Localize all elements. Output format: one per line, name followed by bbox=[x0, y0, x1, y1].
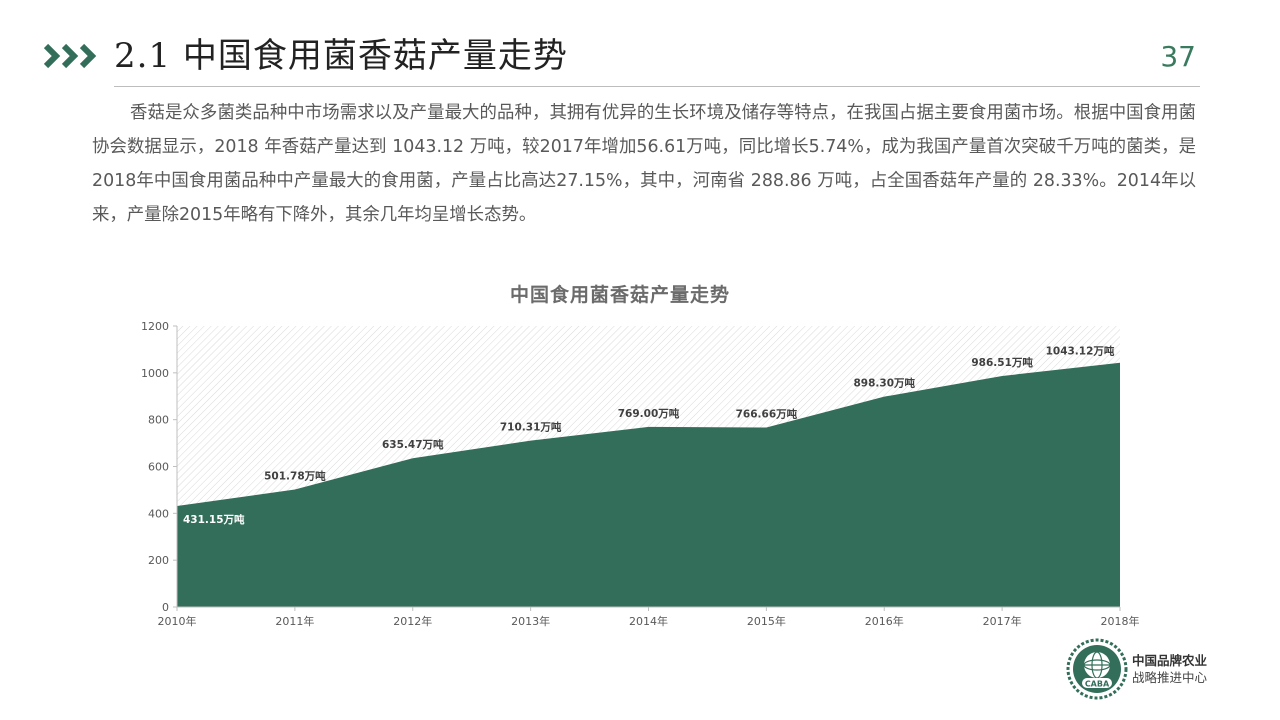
y-tick-label: 600 bbox=[148, 461, 169, 474]
caba-logo: CABA bbox=[1066, 638, 1128, 700]
data-label: 766.66万吨 bbox=[736, 407, 798, 420]
x-tick-label: 2018年 bbox=[1101, 614, 1140, 628]
x-tick-label: 2016年 bbox=[865, 614, 904, 628]
chevron-arrows-icon bbox=[43, 40, 104, 72]
logo-text: 中国品牌农业 战略推进中心 bbox=[1132, 652, 1207, 686]
logo-emblem-text: CABA bbox=[1085, 680, 1110, 689]
x-tick-label: 2017年 bbox=[983, 614, 1022, 628]
data-label: 501.78万吨 bbox=[264, 469, 326, 482]
x-tick-label: 2010年 bbox=[158, 614, 197, 628]
body-paragraph: 香菇是众多菌类品种中市场需求以及产量最大的品种，其拥有优异的生长环境及储存等特点… bbox=[92, 103, 1196, 225]
y-tick-label: 200 bbox=[148, 554, 169, 567]
y-tick-label: 400 bbox=[148, 507, 169, 520]
page-number: 37 bbox=[1160, 40, 1196, 73]
data-label: 769.00万吨 bbox=[618, 407, 680, 420]
data-label: 710.31万吨 bbox=[500, 421, 562, 434]
data-label: 986.51万吨 bbox=[971, 356, 1033, 369]
title-divider bbox=[114, 86, 1200, 87]
x-tick-label: 2013年 bbox=[511, 614, 550, 628]
chart-title: 中国食用菌香菇产量走势 bbox=[509, 284, 730, 306]
x-tick-label: 2015年 bbox=[747, 614, 786, 628]
x-tick-label: 2011年 bbox=[275, 614, 314, 628]
area-chart: 0 200 400 600 800 1000 1200 2010年 2011年 2012年 2013… bbox=[141, 320, 1140, 628]
data-label: 431.15万吨 bbox=[183, 513, 245, 526]
x-tick-label: 2014年 bbox=[629, 614, 668, 628]
data-label: 898.30万吨 bbox=[853, 377, 915, 390]
y-tick-label: 800 bbox=[148, 414, 169, 427]
data-label: 1043.12万吨 bbox=[1046, 345, 1115, 358]
logo-line1: 中国品牌农业 bbox=[1132, 653, 1208, 668]
logo-line2: 战略推进中心 bbox=[1132, 670, 1208, 685]
page-title: 2.1 中国食用菌香菇产量走势 bbox=[114, 36, 568, 76]
area-series bbox=[177, 362, 1120, 607]
y-tick-label: 0 bbox=[162, 601, 169, 614]
x-tick-label: 2012年 bbox=[393, 614, 432, 628]
y-tick-label: 1000 bbox=[141, 367, 169, 380]
y-tick-label: 1200 bbox=[141, 320, 169, 333]
data-label: 635.47万吨 bbox=[382, 438, 444, 451]
